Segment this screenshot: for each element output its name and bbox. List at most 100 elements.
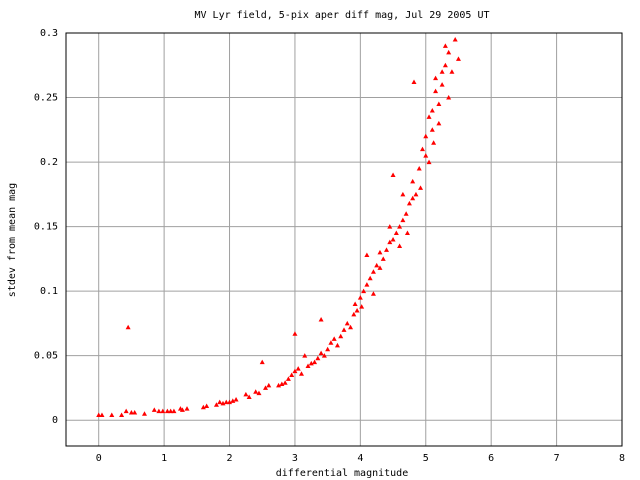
- point: [156, 408, 162, 414]
- point: [289, 372, 295, 378]
- point: [204, 403, 210, 408]
- point: [431, 140, 437, 145]
- point: [96, 412, 102, 418]
- point: [377, 249, 383, 255]
- point: [403, 211, 409, 216]
- point: [397, 243, 403, 248]
- point: [171, 408, 177, 414]
- point: [433, 75, 439, 81]
- point: [442, 43, 448, 48]
- x-axis-label: differential magnitude: [276, 468, 408, 479]
- point: [132, 409, 138, 415]
- point: [364, 282, 370, 287]
- point: [364, 252, 370, 257]
- point: [141, 411, 147, 416]
- point: [423, 133, 429, 139]
- point: [220, 400, 226, 406]
- point: [99, 412, 105, 418]
- point: [436, 120, 442, 126]
- point: [387, 239, 393, 245]
- point: [243, 391, 249, 397]
- point: [305, 363, 311, 368]
- point: [292, 368, 298, 374]
- x-tick-label: 2: [227, 453, 233, 464]
- point: [370, 291, 376, 296]
- point: [266, 382, 272, 388]
- point: [328, 340, 334, 345]
- y-tick-label: 0.25: [34, 93, 58, 104]
- point: [390, 172, 396, 177]
- y-tick-label: 0.2: [40, 157, 58, 168]
- point: [151, 407, 157, 412]
- point: [351, 311, 357, 317]
- point: [404, 230, 410, 236]
- point: [259, 359, 265, 365]
- point: [344, 320, 350, 326]
- point: [406, 200, 412, 206]
- x-tick-label: 8: [619, 453, 625, 464]
- point: [315, 355, 321, 361]
- point: [109, 412, 115, 418]
- point: [384, 247, 390, 252]
- point: [292, 331, 298, 336]
- y-tick-label: 0.05: [34, 351, 58, 362]
- point: [321, 353, 327, 358]
- point: [308, 360, 314, 366]
- point: [442, 62, 448, 68]
- x-tick-label: 7: [554, 453, 560, 464]
- plot-border: [65, 32, 623, 447]
- point: [160, 408, 166, 414]
- point: [282, 380, 288, 385]
- point: [246, 394, 252, 399]
- point: [374, 262, 380, 268]
- point: [200, 404, 206, 410]
- point: [418, 185, 424, 190]
- point: [295, 366, 301, 371]
- point: [334, 342, 340, 348]
- point: [354, 307, 360, 313]
- point: [217, 399, 223, 405]
- point: [325, 346, 331, 352]
- point: [318, 317, 324, 322]
- point: [128, 409, 134, 415]
- x-tick-label: 6: [488, 453, 494, 464]
- y-axis-label: stdev from mean mag: [7, 183, 18, 297]
- point: [179, 407, 185, 412]
- point: [285, 376, 291, 381]
- point: [410, 178, 416, 184]
- x-tick-label: 1: [161, 453, 167, 464]
- point: [348, 324, 354, 330]
- y-tick-label: 0.15: [34, 222, 58, 233]
- point: [123, 408, 129, 414]
- point: [429, 127, 435, 132]
- point: [423, 153, 429, 158]
- point: [439, 69, 445, 74]
- point: [256, 390, 262, 396]
- point: [455, 56, 461, 61]
- point: [263, 385, 269, 390]
- point: [367, 275, 373, 281]
- point: [168, 408, 174, 414]
- point: [359, 304, 365, 309]
- point: [446, 95, 452, 100]
- point: [233, 397, 239, 402]
- x-tick-label: 0: [96, 453, 102, 464]
- point: [357, 295, 363, 300]
- point: [393, 230, 399, 236]
- point: [318, 350, 324, 356]
- point: [433, 88, 439, 94]
- point: [119, 412, 125, 418]
- point: [387, 224, 393, 229]
- point: [184, 406, 190, 411]
- point: [341, 327, 347, 332]
- point: [452, 36, 458, 42]
- point: [370, 269, 376, 274]
- x-tick-label: 4: [357, 453, 363, 464]
- point: [436, 101, 442, 106]
- point: [298, 371, 304, 376]
- point: [380, 256, 386, 261]
- y-tick-label: 0.3: [40, 28, 58, 39]
- point: [213, 402, 219, 407]
